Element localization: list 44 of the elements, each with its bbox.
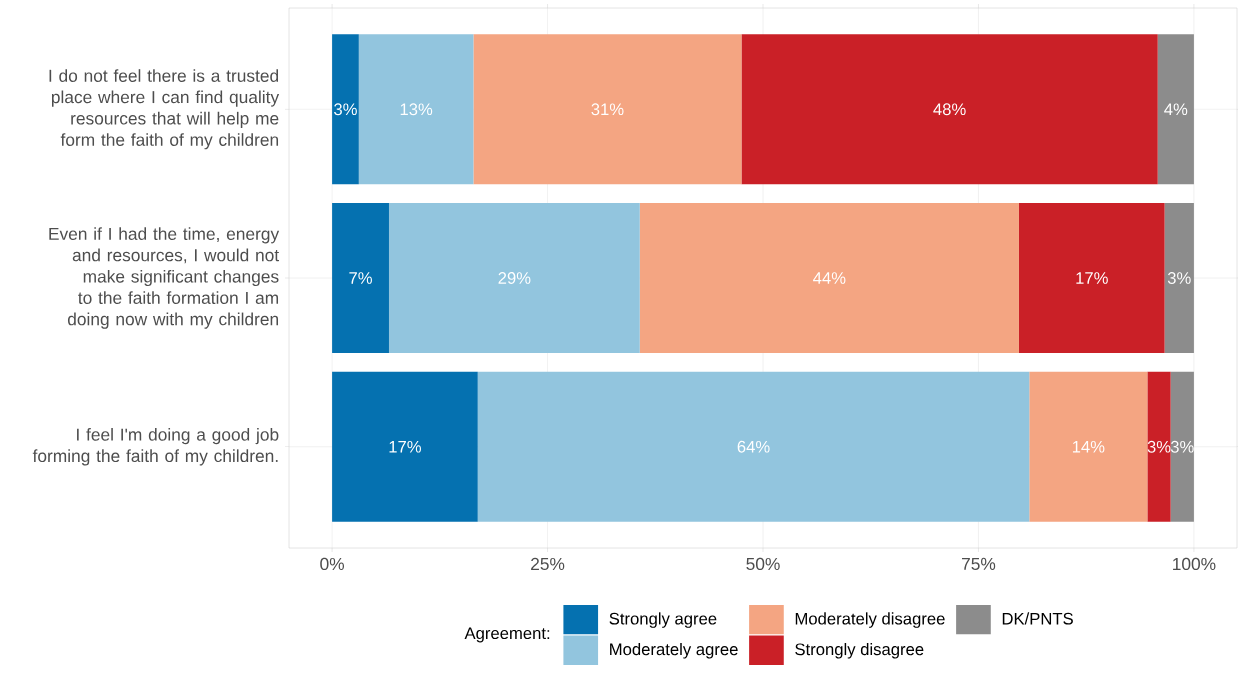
data-label: 3%	[334, 103, 357, 116]
x-tick-label: 0%	[320, 557, 345, 571]
x-tick-label: 100%	[1173, 557, 1216, 571]
bar	[1170, 371, 1194, 522]
bar	[332, 203, 389, 353]
data-label: 31%	[591, 103, 624, 116]
bar	[473, 34, 742, 185]
data-label: 17%	[1076, 272, 1108, 284]
bar	[1164, 203, 1194, 353]
bar	[477, 371, 1030, 522]
bar	[1018, 203, 1165, 353]
data-label: 13%	[400, 103, 433, 116]
legend-title: Agreement:	[464, 627, 550, 643]
data-label: 14%	[1072, 440, 1105, 453]
legend-label: Moderately agree	[610, 642, 738, 659]
y-tick-label: Even if I had the time, energy and resources, I would not make significant changes to the faith formation I am doing now with my children	[49, 227, 280, 329]
data-label: 17%	[389, 440, 421, 453]
data-label: 3%	[1167, 272, 1191, 284]
legend-label: DK/PNTS	[1002, 612, 1073, 625]
bar	[388, 203, 640, 353]
x-tick-label: 50%	[746, 557, 780, 571]
bar	[1029, 371, 1148, 522]
data-label: 64%	[737, 440, 770, 453]
data-label: 7%	[349, 272, 372, 284]
data-label: 44%	[813, 272, 846, 284]
bar	[639, 203, 1019, 353]
bar	[741, 34, 1158, 185]
data-label: 29%	[498, 272, 531, 284]
bar	[1147, 371, 1171, 522]
legend-label: Strongly agree	[609, 612, 717, 628]
y-tick-label: I feel I'm doing a good job forming the faith of my children.	[32, 428, 279, 466]
bar	[1157, 34, 1194, 185]
bar	[332, 371, 478, 522]
bar	[332, 34, 359, 185]
data-label: 4%	[1164, 103, 1188, 116]
data-label: 3%	[1170, 440, 1194, 453]
x-tick-label: 25%	[531, 557, 565, 571]
data-label: 3%	[1147, 440, 1171, 453]
x-tick-label: 75%	[962, 557, 996, 571]
bar	[358, 34, 474, 185]
y-tick-label: I do not feel there is a trusted place where I can find quality resources that will help me form the faith of my children	[49, 69, 280, 150]
data-label: 48%	[933, 103, 966, 116]
legend-label: Strongly disagree	[795, 642, 924, 659]
legend-label: Moderately disagree	[795, 612, 945, 628]
